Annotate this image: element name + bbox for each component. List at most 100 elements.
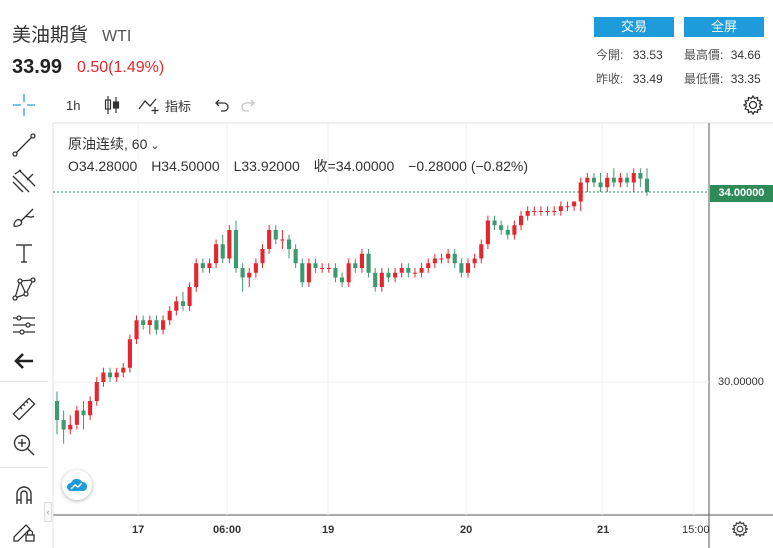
candle-body: [200, 263, 205, 268]
tradingview-logo[interactable]: [62, 470, 92, 500]
candle-body: [565, 206, 570, 208]
measure-icon[interactable]: [10, 311, 38, 339]
candle-body: [280, 239, 285, 241]
indicators-label: 指标: [165, 98, 192, 114]
legend-symbol-interval[interactable]: 原油连续, 60 ⌄: [68, 134, 160, 154]
x-axis-label-1500: 15:00: [682, 524, 710, 536]
price-change: 0.50(1.49%): [77, 59, 165, 76]
candle-body: [187, 287, 192, 306]
low-stat: 最低價: 33.35: [684, 70, 761, 87]
candle-body: [446, 253, 451, 259]
candle-body: [141, 320, 146, 325]
candle-body: [379, 272, 384, 287]
legend-change: −0.28000 (−0.82%): [408, 158, 529, 174]
candle-body: [68, 424, 73, 430]
ruler-icon[interactable]: [10, 395, 38, 423]
candle-body: [88, 401, 93, 416]
legend-high: H34.50000: [151, 158, 220, 174]
fib-icon[interactable]: [10, 167, 38, 195]
fullscreen-button[interactable]: 全屏: [684, 17, 764, 37]
chart-toolbar: 1h 指标: [0, 92, 773, 118]
candle-body: [532, 211, 537, 212]
candle-body: [194, 263, 199, 287]
candle-body: [273, 230, 278, 240]
candle-body: [121, 367, 126, 373]
open-value: 33.53: [632, 48, 663, 62]
pencil-lock-icon[interactable]: [10, 517, 38, 545]
tools-divider: [0, 381, 48, 382]
trade-button[interactable]: 交易: [594, 17, 674, 37]
candle-body: [585, 177, 590, 183]
candle-body: [54, 401, 60, 420]
legend-chevron-icon: ⌄: [150, 140, 160, 152]
legend-symbol: 原油连续, 60: [68, 136, 148, 152]
y-axis-label-30: 30.00000: [718, 376, 764, 388]
candle-body: [167, 310, 172, 321]
collapse-panel-handle[interactable]: ‹: [44, 502, 52, 522]
x-axis-label-0600: 06:00: [213, 524, 242, 536]
candle-body: [147, 320, 152, 325]
candle-body: [485, 220, 490, 245]
legend-ohlc: O34.28000 H34.50000 L33.92000 收=34.00000…: [68, 156, 538, 176]
candle-body: [426, 263, 431, 268]
candle-body: [300, 263, 305, 283]
magnet-icon[interactable]: [10, 481, 38, 509]
candle-body: [240, 268, 245, 278]
text-icon[interactable]: [10, 239, 38, 267]
prev-close-label: 昨收:: [596, 72, 624, 86]
candle-body: [107, 372, 113, 378]
current-price-badge: 34.00000: [710, 185, 773, 202]
prev-close-value: 33.49: [632, 72, 663, 86]
candle-body: [174, 301, 179, 311]
open-stat: 今開: 33.53: [596, 46, 663, 63]
undo-icon[interactable]: [212, 92, 230, 118]
candle-body: [253, 263, 258, 273]
candle-body: [432, 258, 437, 264]
candle-body: [134, 320, 139, 340]
candle-body: [94, 382, 99, 401]
candle-body: [419, 268, 424, 273]
candlestick-icon[interactable]: [103, 92, 121, 118]
last-price: 33.99: [12, 56, 63, 78]
candle-body: [525, 211, 530, 216]
candle-body: [393, 272, 398, 278]
candle-body: [611, 177, 616, 183]
crosshair-icon[interactable]: [12, 92, 38, 118]
pattern-icon[interactable]: [10, 275, 38, 303]
candle-body: [625, 177, 630, 183]
zoom-icon[interactable]: [10, 431, 38, 459]
axis-settings-gear-icon[interactable]: [731, 520, 749, 543]
candle-body: [260, 249, 265, 264]
x-axis-label-17: 17: [132, 524, 145, 536]
indicators-button[interactable]: 指标: [138, 92, 191, 118]
candle-body: [233, 230, 239, 268]
back-arrow-icon[interactable]: [10, 347, 38, 375]
settings-gear-icon[interactable]: [742, 92, 764, 118]
high-value: 34.66: [730, 48, 761, 62]
candle-body: [61, 420, 66, 430]
trendline-icon[interactable]: [10, 131, 38, 159]
candle-body: [465, 263, 471, 273]
interval-selector[interactable]: 1h: [66, 97, 81, 113]
legend-low: L33.92000: [233, 158, 300, 174]
candle-body: [512, 225, 517, 235]
candle-body: [439, 258, 444, 260]
candle-body: [74, 410, 79, 425]
drawing-tools-panel: [0, 125, 48, 548]
high-stat: 最高價: 34.66: [684, 46, 761, 63]
instrument-name: 美油期貨: [12, 25, 89, 46]
candle-body: [214, 244, 219, 264]
candle-body: [499, 225, 504, 230]
candle-body: [591, 177, 597, 183]
candle-body: [631, 173, 636, 183]
brush-icon[interactable]: [10, 203, 38, 231]
candle-body: [598, 182, 603, 188]
candle-body: [267, 230, 272, 249]
candle-body: [459, 263, 464, 273]
candle-body: [538, 211, 543, 212]
instrument-symbol: WTI: [102, 28, 132, 45]
candle-body: [220, 244, 225, 259]
redo-icon[interactable]: [240, 92, 258, 118]
x-axis-label-20: 20: [460, 524, 473, 536]
